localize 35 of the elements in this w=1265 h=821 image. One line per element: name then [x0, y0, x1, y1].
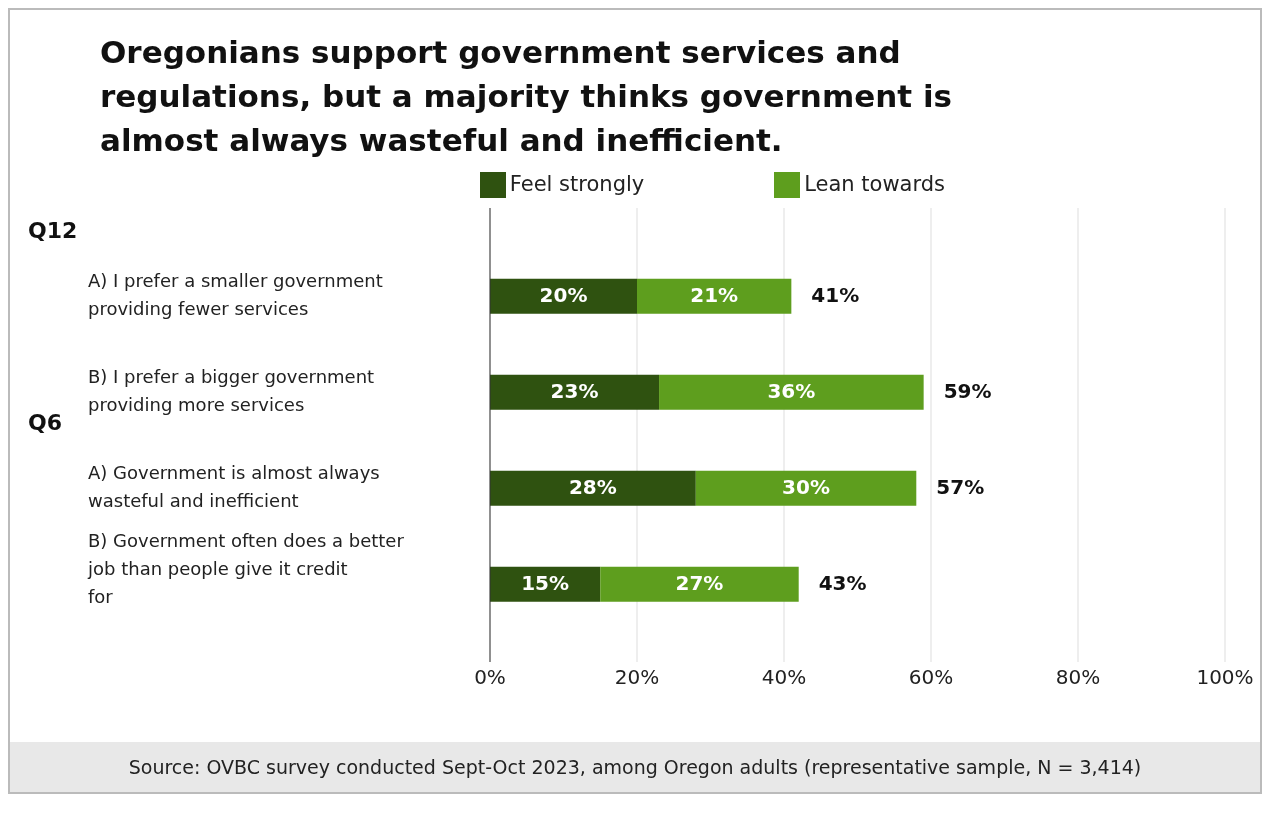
x-tick-label: 100%	[1196, 665, 1254, 690]
bar	[490, 278, 637, 314]
data-label: 27%	[675, 570, 724, 595]
x-tick-label: 40%	[761, 665, 807, 690]
y-tick-label: A) Government is almost always wasteful and inefficient	[88, 462, 380, 511]
x-tick-label: 0%	[474, 665, 506, 690]
x-tick-label: 60%	[908, 665, 954, 690]
bar	[600, 566, 799, 602]
data-label: 28%	[568, 474, 617, 499]
data-label: 21%	[690, 282, 739, 307]
chart-title: Oregonians support government services and regulations, but a majority thinks government is almost always wasteful and inefficient.	[99, 33, 953, 160]
data-label: 36%	[767, 378, 816, 403]
legend-label: Feel strongly	[509, 172, 645, 196]
text: Q12	[28, 218, 78, 243]
total-label: 59%	[943, 378, 992, 403]
data-label: 20%	[539, 282, 588, 307]
bar	[659, 374, 924, 410]
bar	[695, 470, 917, 506]
total-label: 57%	[936, 474, 985, 499]
data-label: 30%	[782, 474, 830, 499]
legend-label: Lean towards	[804, 172, 945, 196]
x-tick-label: 20%	[614, 665, 660, 690]
y-tick-label: B) Government often does a better job than people give it credit for	[87, 530, 405, 607]
y-tick-label: A) I prefer a smaller government providing fewer services	[88, 270, 383, 319]
bar	[637, 278, 792, 314]
text: Q6	[28, 410, 63, 435]
total-label: 41%	[811, 282, 860, 307]
total-label: 43%	[818, 570, 867, 595]
y-tick-label: B) I prefer a bigger government providing more services	[88, 366, 375, 415]
bar	[490, 374, 660, 410]
data-label: 15%	[521, 570, 570, 595]
x-tick-label: 80%	[1055, 665, 1101, 690]
data-label: 23%	[550, 378, 599, 403]
bar	[490, 470, 696, 506]
source-note: Source: OVBC survey conducted Sept-Oct 2023, among Oregon adults (representative sample, N = 3,414)	[10, 742, 1260, 792]
